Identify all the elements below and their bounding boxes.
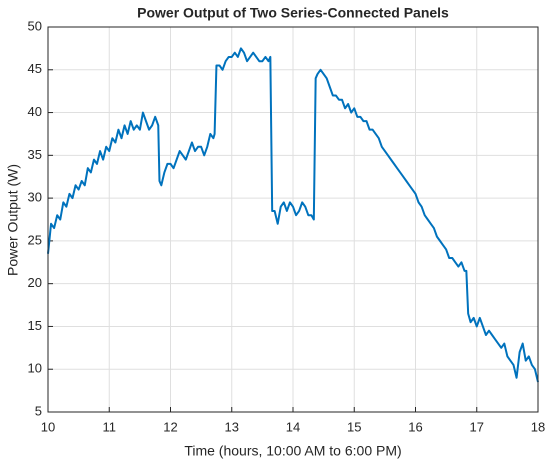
axes-box <box>47 26 539 413</box>
x-tick-label: 16 <box>408 419 422 434</box>
y-tick-label: 40 <box>28 104 42 119</box>
y-tick-label: 15 <box>28 318 42 333</box>
x-tick-label: 10 <box>41 419 55 434</box>
y-tick-label: 35 <box>28 147 42 162</box>
x-tick-label: 18 <box>531 419 545 434</box>
x-tick-label: 13 <box>225 419 239 434</box>
x-tick-label: 12 <box>163 419 177 434</box>
x-tick-label: 14 <box>286 419 300 434</box>
y-tick-label: 30 <box>28 190 42 205</box>
data-line <box>47 47 539 383</box>
y-tick-label: 20 <box>28 275 42 290</box>
x-tick-label: 17 <box>470 419 484 434</box>
x-tick-label: 11 <box>103 419 117 434</box>
x-tick-label: 15 <box>347 419 361 434</box>
y-tick-label: 50 <box>28 18 42 33</box>
y-tick-label: 5 <box>35 403 42 418</box>
y-tick-label: 10 <box>28 361 42 376</box>
y-axis-label: Power Output (W) <box>5 164 21 276</box>
x-axis-label: Time (hours, 10:00 AM to 6:00 PM) <box>184 443 401 459</box>
chart-title: Power Output of Two Series-Connected Pan… <box>137 5 449 21</box>
y-tick-label: 45 <box>28 61 42 76</box>
y-tick-label: 25 <box>28 232 42 247</box>
